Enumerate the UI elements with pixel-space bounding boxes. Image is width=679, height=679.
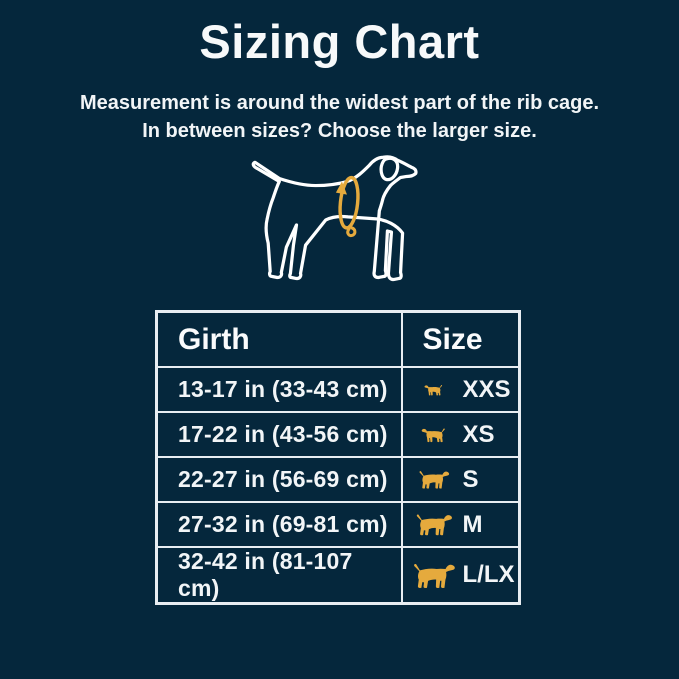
table-row: 13-17 in (33-43 cm) XXS (155, 366, 521, 413)
subtitle-line-1: Measurement is around the widest part of… (80, 92, 599, 114)
dog-icon-llx (411, 560, 457, 591)
dog-icon-xxs (411, 383, 457, 397)
table-row: 27-32 in (69-81 cm) M (155, 501, 521, 548)
arrow-up-icon (335, 181, 347, 195)
girth-value: 22-27 in (56-69 cm) (155, 456, 403, 503)
girth-column-header: Girth (155, 310, 403, 368)
dog-outline-illustration (251, 155, 418, 282)
dog-icon-s (411, 468, 457, 491)
subtitle: Measurement is around the widest part of… (0, 89, 679, 145)
subtitle-line-2: In between sizes? Choose the larger size… (142, 120, 537, 142)
table-row: 17-22 in (43-56 cm) XS (155, 411, 521, 458)
dog-icon-xs (411, 426, 457, 444)
dog-icon-m (411, 511, 457, 538)
measuring-tape-loop (335, 175, 360, 238)
size-value: XXS (462, 375, 511, 403)
sizing-table: Girth Size 13-17 in (33-43 cm) XXS 17-22… (155, 310, 521, 605)
size-value: M (462, 510, 483, 538)
girth-value: 27-32 in (69-81 cm) (155, 501, 403, 548)
girth-value: 32-42 in (81-107 cm) (155, 546, 403, 605)
table-row: 32-42 in (81-107 cm) L/LX (155, 546, 521, 605)
girth-value: 17-22 in (43-56 cm) (155, 411, 403, 458)
size-value: L/LX (462, 561, 515, 588)
girth-value: 13-17 in (33-43 cm) (155, 366, 403, 413)
size-column-header: Size (400, 310, 521, 368)
dog-girth-illustration (251, 152, 443, 304)
table-row: 22-27 in (56-69 cm) S (155, 456, 521, 503)
size-value: S (462, 465, 479, 493)
size-value: XS (462, 420, 495, 448)
page-title: Sizing Chart (199, 15, 480, 68)
table-header-row: Girth Size (155, 310, 521, 368)
